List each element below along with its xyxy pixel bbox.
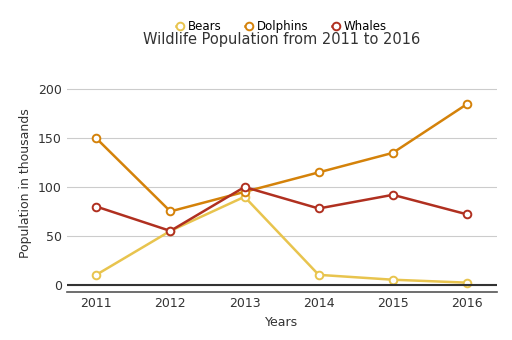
Dolphins bbox=[242, 190, 248, 194]
Y-axis label: Population in thousands: Population in thousands bbox=[19, 109, 32, 258]
Title: Wildlife Population from 2011 to 2016: Wildlife Population from 2011 to 2016 bbox=[143, 32, 420, 47]
Dolphins bbox=[464, 102, 470, 106]
Legend: Bears, Dolphins, Whales: Bears, Dolphins, Whales bbox=[176, 20, 387, 33]
Dolphins bbox=[167, 209, 174, 214]
Line: Whales: Whales bbox=[92, 183, 471, 235]
Whales bbox=[464, 212, 470, 216]
Dolphins bbox=[93, 136, 99, 140]
Bears bbox=[390, 278, 396, 282]
Line: Dolphins: Dolphins bbox=[92, 100, 471, 215]
Bears bbox=[464, 280, 470, 285]
Whales bbox=[167, 229, 174, 233]
Whales bbox=[93, 204, 99, 208]
Dolphins bbox=[315, 170, 322, 174]
Dolphins bbox=[390, 151, 396, 155]
Whales bbox=[242, 185, 248, 189]
X-axis label: Years: Years bbox=[265, 316, 298, 329]
Bears bbox=[167, 229, 174, 233]
Whales bbox=[390, 193, 396, 197]
Bears bbox=[242, 195, 248, 199]
Whales bbox=[315, 206, 322, 210]
Bears bbox=[315, 273, 322, 277]
Line: Bears: Bears bbox=[92, 193, 471, 287]
Bears bbox=[93, 273, 99, 277]
